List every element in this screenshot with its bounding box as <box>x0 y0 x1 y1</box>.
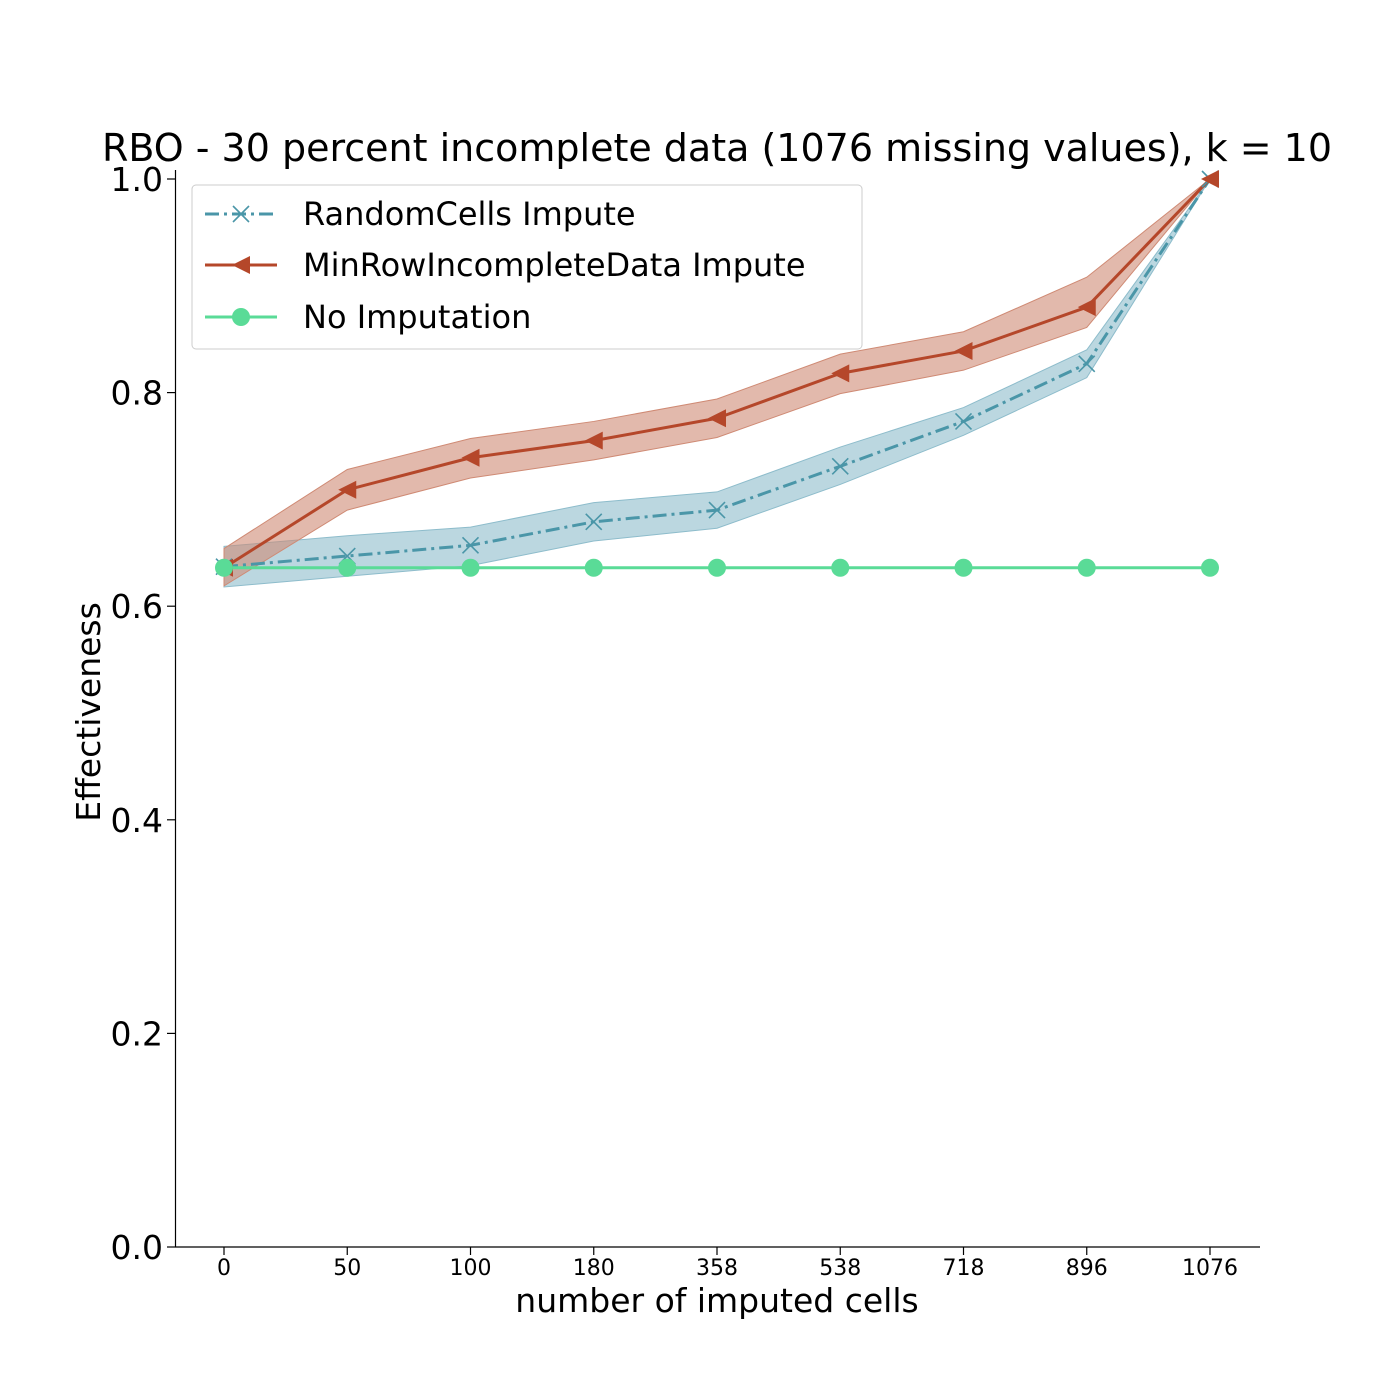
point-2-2 <box>461 558 480 577</box>
x-tick-label: 0 <box>217 1256 231 1281</box>
legend: RandomCells Impute MinRowIncompleteData I… <box>191 184 863 350</box>
x-tick-label: 50 <box>333 1256 361 1281</box>
point-0-2 <box>461 536 480 554</box>
point-1-4 <box>708 409 726 428</box>
x-tick-label: 100 <box>450 1256 492 1281</box>
x-tick-label: 538 <box>819 1256 861 1281</box>
legend-label-1: MinRowIncompleteData Impute <box>303 246 806 284</box>
point-1-6 <box>954 341 973 360</box>
point-1-5 <box>831 364 850 383</box>
y-axis-label: Effectiveness <box>69 602 108 822</box>
y-tick-label: 1.0 <box>111 160 163 199</box>
x-tick-label: 180 <box>573 1256 615 1281</box>
point-1-8 <box>1201 170 1219 188</box>
y-tick-label: 0.6 <box>111 587 163 626</box>
point-0-5 <box>831 457 849 475</box>
point-2-3 <box>584 558 603 577</box>
point-2-6 <box>954 558 973 577</box>
x-tick-label: 358 <box>696 1256 738 1281</box>
legend-frame <box>191 184 863 350</box>
chart-title: RBO - 30 percent incomplete data (1076 m… <box>102 126 1332 170</box>
x-tick-label: 718 <box>943 1256 985 1281</box>
point-2-8 <box>1201 558 1219 577</box>
point-0-6 <box>954 412 973 431</box>
point-1-7 <box>1077 298 1096 317</box>
band-1 <box>223 178 1211 587</box>
point-1-2 <box>461 448 480 467</box>
point-1-3 <box>584 431 603 450</box>
legend-marker-1 <box>232 256 250 274</box>
y-tick-label: 0.2 <box>111 1014 163 1053</box>
series-markers <box>215 170 1219 577</box>
point-1-1 <box>338 480 357 499</box>
y-tick-label: 0.4 <box>111 801 163 840</box>
point-0-3 <box>585 513 603 531</box>
y-ticks: 0.0 0.2 0.4 0.6 0.8 1.0 <box>111 160 175 1267</box>
legend-marker-2 <box>232 308 250 326</box>
point-2-1 <box>338 558 357 577</box>
point-2-7 <box>1077 558 1096 577</box>
point-0-7 <box>1078 355 1096 373</box>
y-tick-label: 0.0 <box>111 1228 163 1267</box>
x-axis-label: number of imputed cells <box>515 1281 918 1320</box>
x-ticks: 0 50 100 180 358 538 718 896 1076 <box>217 1247 1238 1281</box>
y-tick-label: 0.8 <box>111 374 163 413</box>
x-tick-label: 1076 <box>1182 1256 1238 1281</box>
point-2-5 <box>831 558 850 577</box>
point-2-0 <box>215 558 233 577</box>
legend-label-0: RandomCells Impute <box>303 195 636 233</box>
point-0-4 <box>708 501 726 519</box>
legend-marker-0 <box>232 205 250 223</box>
point-2-4 <box>708 558 726 577</box>
legend-label-2: No Imputation <box>303 298 531 336</box>
x-tick-label: 896 <box>1066 1256 1108 1281</box>
